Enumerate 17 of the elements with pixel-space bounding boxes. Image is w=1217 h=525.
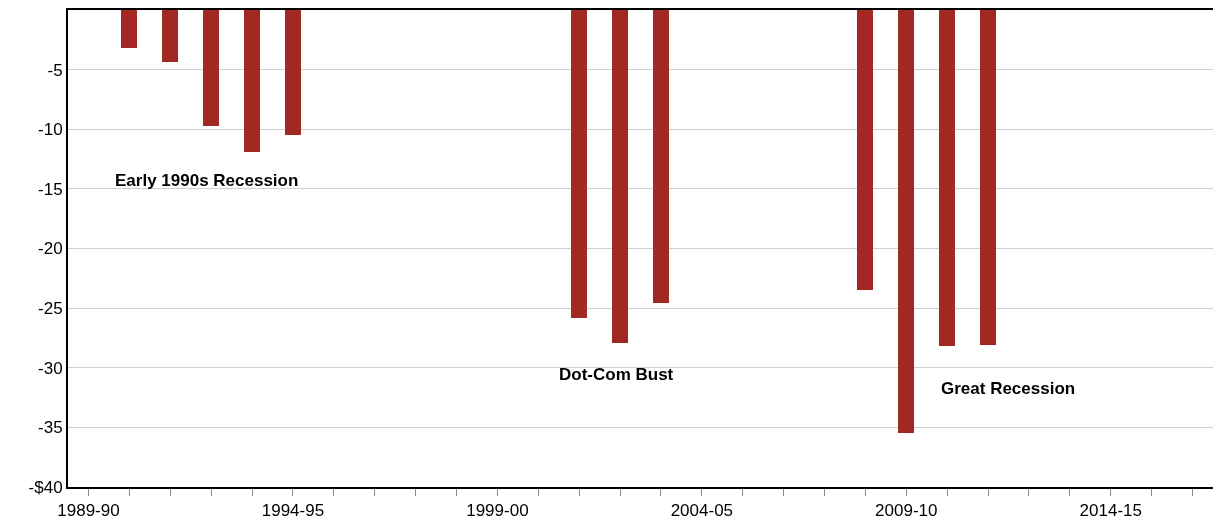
x-tick-label: 2014-15	[1079, 501, 1142, 521]
annotation: Dot-Com Bust	[559, 365, 674, 384]
y-tick-label: -20	[38, 239, 63, 259]
x-tick-label: 2004-05	[670, 501, 734, 521]
x-tick-label: 1994-95	[261, 501, 325, 521]
y-tick-label: -30	[38, 358, 63, 378]
y-tick-label: -35	[38, 418, 63, 438]
y-tick-label: -25	[38, 299, 63, 319]
x-tick-label: 1989-90	[57, 501, 120, 521]
y-tick-label: -$40	[28, 477, 63, 497]
annotation: Great Recession	[941, 379, 1076, 398]
x-tick-label: 1999-00	[466, 501, 529, 521]
y-tick-label: -10	[38, 120, 63, 140]
y-tick-label: -5	[47, 60, 63, 80]
y-tick-label: -15	[38, 179, 63, 199]
x-tick-label: 2009-10	[875, 501, 938, 521]
annotation: Early 1990s Recession	[115, 171, 299, 190]
